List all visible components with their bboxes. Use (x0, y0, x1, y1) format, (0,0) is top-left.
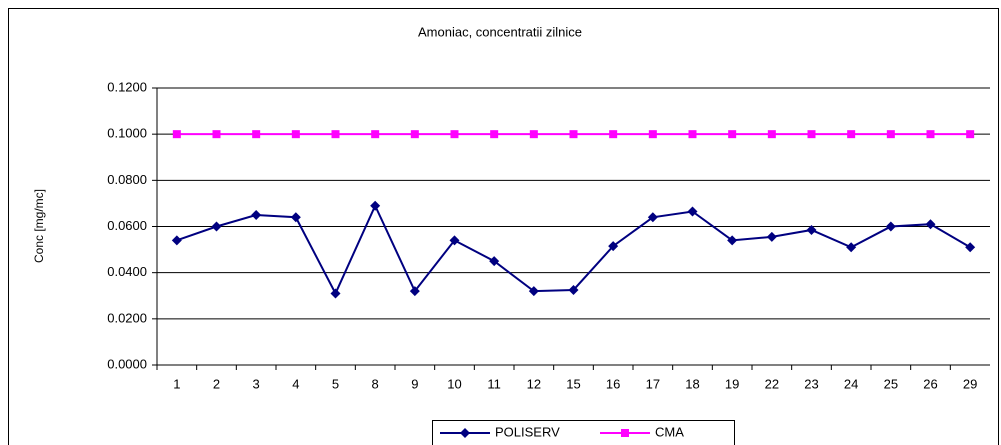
data-point (648, 130, 657, 139)
x-tick-label: 22 (765, 376, 779, 391)
data-point (807, 130, 816, 139)
data-point (290, 212, 301, 223)
data-point (171, 235, 182, 246)
y-tick-label: 0.0800 (107, 172, 147, 187)
x-tick-label: 16 (606, 376, 620, 391)
chart-title: Amoniac, concentratii zilnice (418, 24, 582, 39)
y-axis-label: Conc [mg/mc] (32, 189, 46, 263)
legend-marker (460, 428, 470, 438)
data-point (529, 130, 538, 139)
x-tick-label: 26 (923, 376, 937, 391)
x-tick-label: 5 (332, 376, 339, 391)
x-tick-label: 8 (372, 376, 379, 391)
y-tick-label: 0.0000 (107, 356, 147, 371)
y-tick-label: 0.0400 (107, 264, 147, 279)
data-point (846, 242, 857, 253)
data-point (647, 212, 658, 223)
data-point (568, 284, 579, 295)
data-point (608, 241, 619, 252)
data-point (806, 224, 817, 235)
x-tick-label: 15 (566, 376, 580, 391)
data-point (291, 130, 300, 139)
x-tick-label: 3 (253, 376, 260, 391)
data-point (331, 130, 340, 139)
data-point (925, 219, 936, 230)
data-point (489, 256, 500, 267)
data-point (409, 286, 420, 297)
data-point (965, 242, 976, 253)
y-tick-label: 0.0600 (107, 218, 147, 233)
x-tick-label: 10 (447, 376, 461, 391)
y-tick-label: 0.1200 (107, 79, 147, 94)
x-tick-label: 23 (804, 376, 818, 391)
data-point (370, 200, 381, 211)
data-point (767, 130, 776, 139)
data-point (252, 130, 261, 139)
data-point (966, 130, 975, 139)
x-tick-label: 2 (213, 376, 220, 391)
data-point (371, 130, 380, 139)
legend-label: CMA (655, 424, 684, 439)
data-point (926, 130, 935, 139)
data-point (490, 130, 499, 139)
x-tick-label: 4 (292, 376, 299, 391)
data-point (172, 130, 181, 139)
data-point (528, 286, 539, 297)
legend-label: POLISERV (495, 424, 560, 439)
data-point (727, 235, 738, 246)
data-point (450, 130, 459, 139)
data-point (449, 235, 460, 246)
x-tick-label: 11 (487, 376, 501, 391)
x-tick-label: 29 (963, 376, 977, 391)
data-point (212, 130, 221, 139)
data-point (569, 130, 578, 139)
x-tick-label: 25 (884, 376, 898, 391)
data-point (728, 130, 737, 139)
x-tick-label: 1 (173, 376, 180, 391)
data-point (766, 231, 777, 242)
x-tick-label: 19 (725, 376, 739, 391)
y-tick-label: 0.0200 (107, 310, 147, 325)
data-point (688, 130, 697, 139)
data-point (410, 130, 419, 139)
data-point (885, 221, 896, 232)
x-tick-label: 9 (411, 376, 418, 391)
x-tick-label: 12 (527, 376, 541, 391)
data-point (251, 209, 262, 220)
data-point (847, 130, 856, 139)
data-point (886, 130, 895, 139)
data-point (687, 206, 698, 217)
y-tick-label: 0.1000 (107, 126, 147, 141)
legend-marker (621, 429, 629, 437)
x-tick-label: 24 (844, 376, 858, 391)
data-point (211, 221, 222, 232)
data-point (609, 130, 618, 139)
x-tick-label: 17 (646, 376, 660, 391)
data-point (330, 288, 341, 299)
x-tick-label: 18 (685, 376, 699, 391)
